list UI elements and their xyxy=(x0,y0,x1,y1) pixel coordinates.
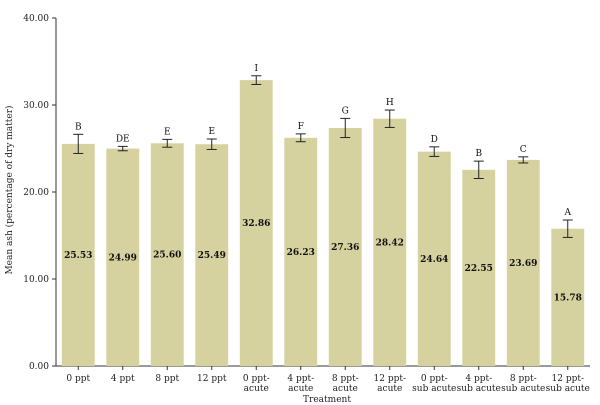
data-label: 15.78 xyxy=(554,293,582,303)
bar xyxy=(551,228,585,366)
x-tick-label: 12 ppt- xyxy=(374,374,407,384)
x-tick-label: sub acute xyxy=(501,384,545,394)
bar xyxy=(106,148,140,366)
significance-letter: A xyxy=(564,208,572,218)
significance-letter: E xyxy=(164,127,171,137)
x-tick-label: sub acute xyxy=(546,384,590,394)
x-tick-label: 8 ppt- xyxy=(510,374,537,384)
x-tick-label: acute xyxy=(333,384,358,394)
bar xyxy=(239,80,273,367)
significance-letter: C xyxy=(520,145,527,155)
data-label: 25.49 xyxy=(198,251,226,261)
data-label: 27.36 xyxy=(331,243,359,253)
x-tick-label: 0 ppt- xyxy=(243,374,270,384)
y-tick-label: 30.00 xyxy=(23,101,49,111)
significance-letter: B xyxy=(75,122,82,132)
significance-letter: F xyxy=(298,122,304,132)
data-label: 25.60 xyxy=(153,251,181,261)
bar xyxy=(61,143,95,366)
bar xyxy=(328,127,362,366)
data-label: 25.53 xyxy=(64,251,92,261)
x-tick-label: sub acute xyxy=(412,384,456,394)
significance-letter: G xyxy=(342,106,349,116)
x-axis-title: Treatment xyxy=(303,395,351,405)
data-label: 32.86 xyxy=(242,219,270,229)
x-tick-label: 12 ppt xyxy=(197,374,227,384)
bar xyxy=(417,151,451,366)
x-tick-label: acute xyxy=(244,384,269,394)
x-tick-label: 4 ppt xyxy=(111,374,135,384)
significance-letter: I xyxy=(254,64,258,74)
y-tick-label: 20.00 xyxy=(23,188,49,198)
x-tick-label: 4 ppt- xyxy=(465,374,492,384)
data-label: 22.55 xyxy=(465,264,493,274)
significance-letter: B xyxy=(475,149,482,159)
significance-letter: E xyxy=(208,127,215,137)
bar xyxy=(195,144,229,366)
data-label: 26.23 xyxy=(287,248,315,258)
data-label: 23.69 xyxy=(509,259,537,269)
bar xyxy=(373,118,407,366)
bar xyxy=(506,159,540,366)
data-label: 28.42 xyxy=(376,238,404,248)
x-tick-label: 12 ppt- xyxy=(552,374,585,384)
significance-letter: D xyxy=(431,135,438,145)
y-tick-label: 0.00 xyxy=(29,362,49,372)
bar xyxy=(462,169,496,366)
x-tick-label: 0 ppt xyxy=(66,374,90,384)
y-tick-label: 10.00 xyxy=(23,275,49,285)
data-label: 24.64 xyxy=(420,255,448,265)
x-tick-label: 0 ppt- xyxy=(421,374,448,384)
bar xyxy=(150,143,184,366)
y-axis-title-group: Mean ash (percentage of dry matter) xyxy=(4,105,15,274)
significance-letter: H xyxy=(386,98,394,108)
x-tick-label: acute xyxy=(377,384,402,394)
x-tick-label: acute xyxy=(288,384,313,394)
x-tick-label: 8 ppt- xyxy=(332,374,359,384)
y-axis-title: Mean ash (percentage of dry matter) xyxy=(4,105,15,274)
x-tick-label: 8 ppt xyxy=(155,374,179,384)
significance-letter: DE xyxy=(116,134,130,144)
y-tick-label: 40.00 xyxy=(23,14,49,24)
data-label: 24.99 xyxy=(109,253,137,263)
x-tick-label: 4 ppt- xyxy=(287,374,314,384)
x-tick-label: sub acute xyxy=(457,384,501,394)
bar xyxy=(284,137,318,366)
